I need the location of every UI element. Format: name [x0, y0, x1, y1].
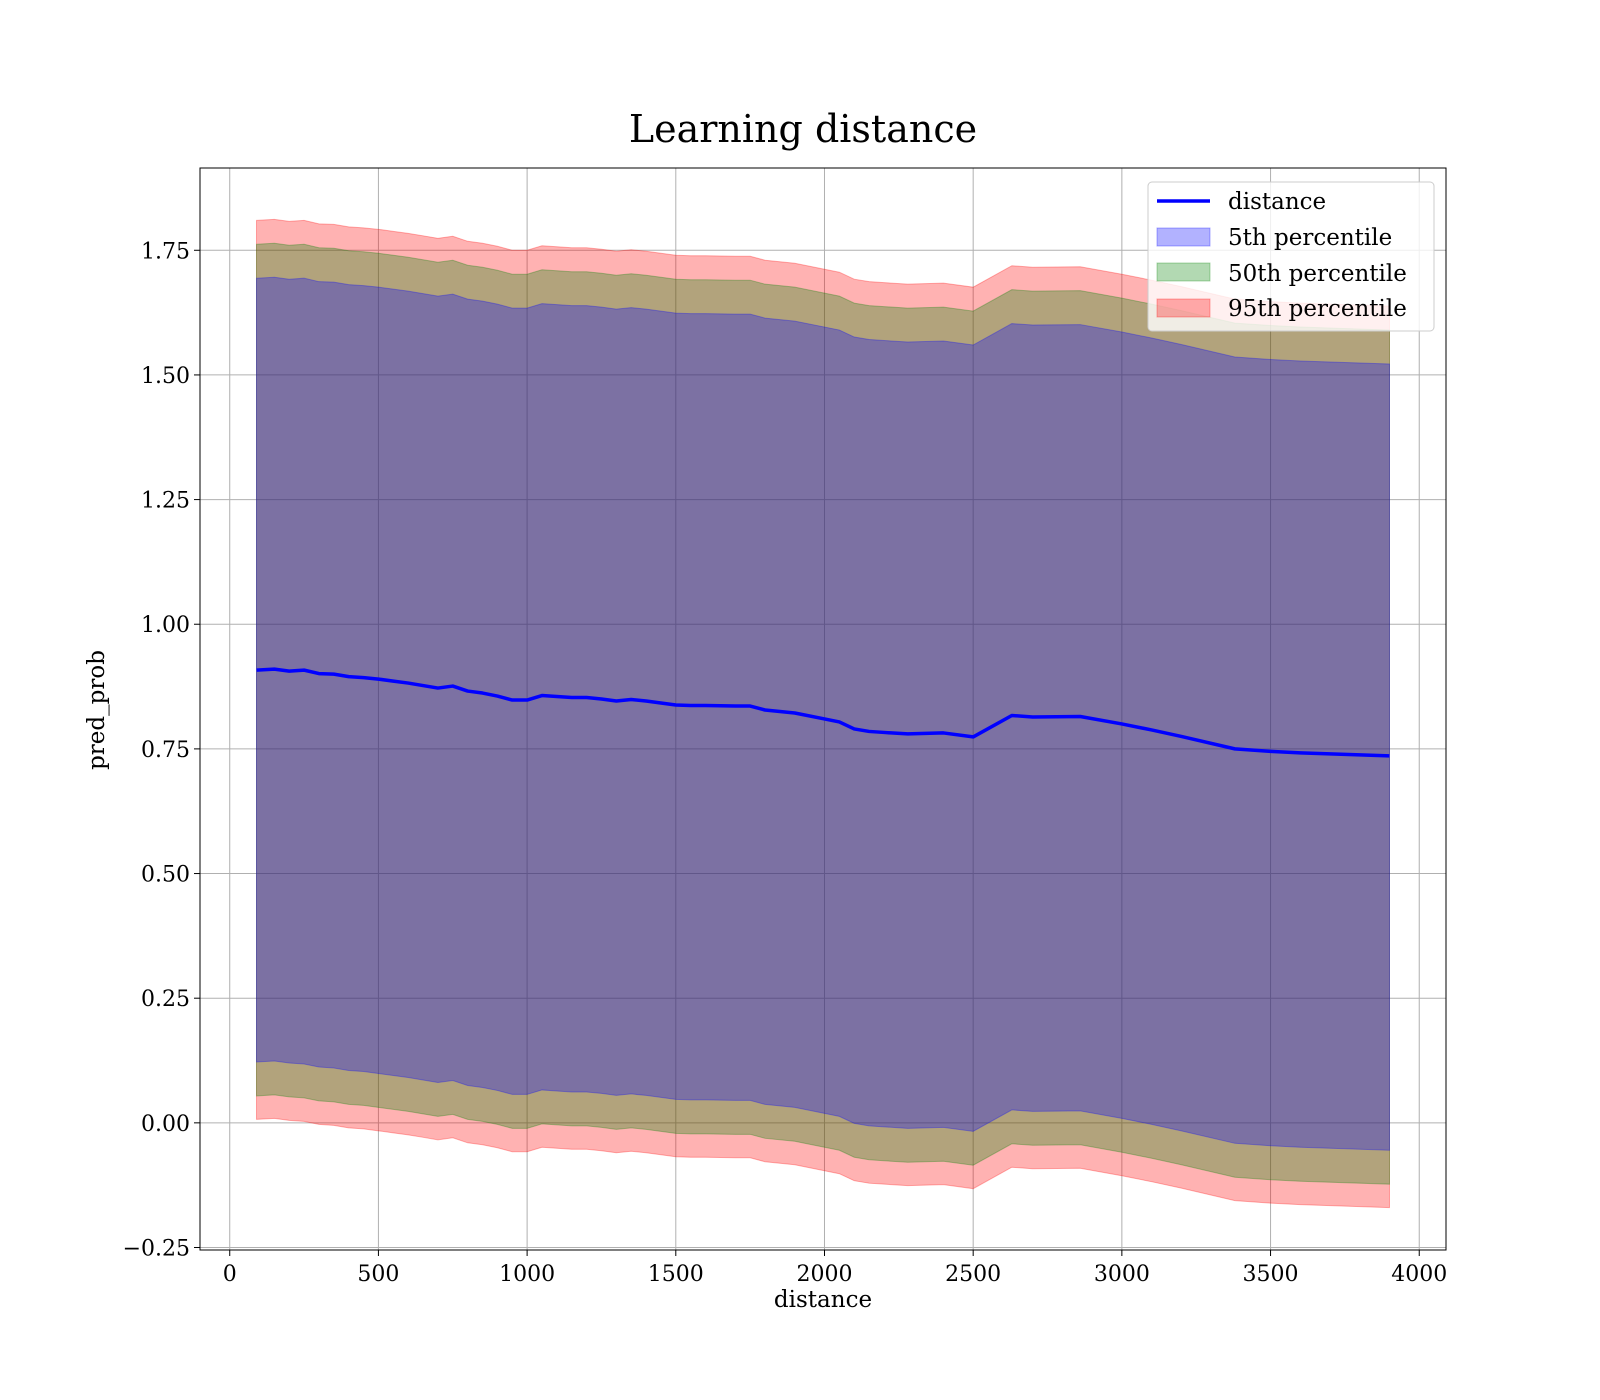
percentile-bands [256, 218, 1390, 1209]
legend-label-5th-percentile: 5th percentile [1228, 225, 1392, 251]
legend-label-50th-percentile: 50th percentile [1228, 261, 1407, 287]
x-tick-label: 1500 [648, 1262, 704, 1287]
band-95th-percentile [256, 218, 1390, 1209]
x-tick-label: 3500 [1243, 1262, 1299, 1287]
band-50th-percentile [256, 242, 1390, 1185]
y-tick-label: 0.75 [141, 738, 190, 763]
legend-box [1147, 181, 1435, 332]
distance-line-layer [256, 667, 1390, 758]
y-tick-label: 1.75 [141, 239, 190, 264]
x-tick-label: 4000 [1391, 1262, 1447, 1287]
y-tick-label: 1.00 [141, 613, 190, 638]
y-axis-ticks: −0.25 0.00 0.25 0.50 0.75 1.00 1.25 1.50 1.75 [123, 239, 200, 1262]
x-axis-ticks: 0 500 1000 1500 2000 2500 3000 3500 4000 [223, 1250, 1447, 1287]
x-tick-label: 2000 [796, 1262, 852, 1287]
legend-swatch-50th-percentile [1156, 262, 1211, 282]
band-5th-percentile [256, 276, 1390, 1151]
y-tick-label: 0.25 [141, 987, 190, 1012]
x-tick-label: 3000 [1094, 1262, 1150, 1287]
y-tick-label: 1.50 [141, 364, 190, 389]
x-tick-label: 1000 [499, 1262, 555, 1287]
x-axis-label: distance [774, 1287, 872, 1313]
legend-swatch-5th-percentile [1156, 227, 1211, 247]
series-line-distance [256, 667, 1390, 758]
y-tick-label: 0.00 [141, 1112, 190, 1137]
y-tick-label: −0.25 [123, 1237, 190, 1262]
x-tick-label: 0 [223, 1262, 237, 1287]
x-tick-label: 500 [357, 1262, 399, 1287]
legend-swatch-95th-percentile [1156, 298, 1211, 318]
y-tick-label: 0.50 [141, 863, 190, 888]
chart-title: Learning distance [629, 107, 977, 151]
x-tick-label: 2500 [945, 1262, 1001, 1287]
grid-lines [200, 168, 1446, 1250]
plot-frame [199, 167, 1447, 1251]
y-axis-label: pred_prob [84, 650, 110, 770]
legend: distance 5th percentile 50th percentile … [1147, 181, 1435, 332]
y-tick-label: 1.25 [141, 489, 190, 514]
legend-label-distance: distance [1228, 189, 1326, 215]
legend-label-95th-percentile: 95th percentile [1228, 296, 1407, 322]
